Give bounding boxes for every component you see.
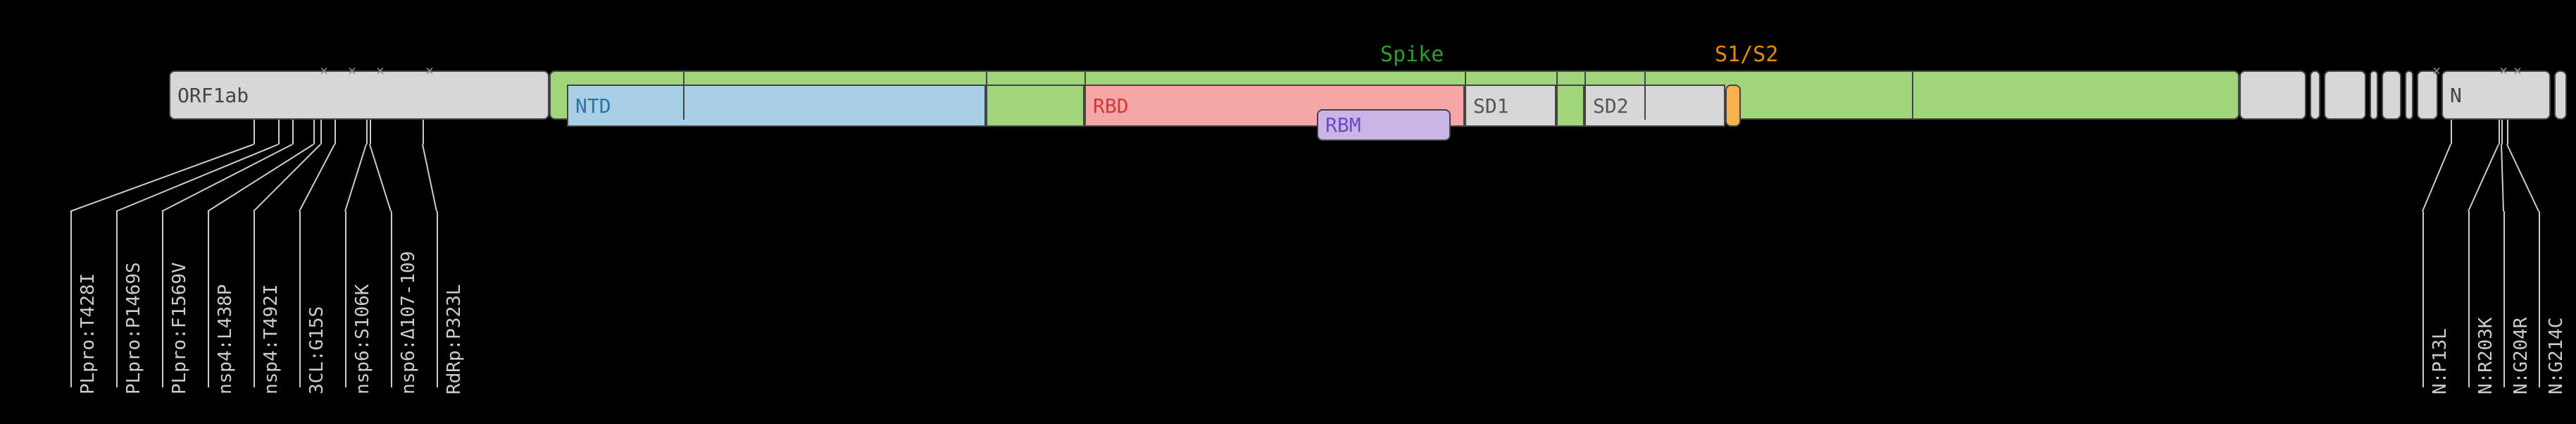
mut-line-v2-m7 <box>345 211 346 387</box>
xmark-5: × <box>2499 62 2508 79</box>
spike-tick-2 <box>1084 70 1086 120</box>
track-orf1ab: ORF1ab <box>169 70 549 120</box>
mut-line-v2-m9 <box>437 211 438 387</box>
spike-tick-0 <box>683 70 684 120</box>
mut-line-v2-m3 <box>162 211 163 387</box>
mut-diag-m9 <box>421 143 438 213</box>
mut-diag-n2 <box>2467 143 2500 213</box>
xmark-3: × <box>425 62 434 79</box>
tail-track-t4 <box>2370 70 2378 120</box>
spike-tick-4 <box>1556 70 1558 120</box>
spike-tick-7 <box>1912 70 1913 120</box>
mut-label-left-m9: RdRp:P323L <box>444 284 465 394</box>
mut-line-v2-n2 <box>2468 211 2470 387</box>
tail-track-t1 <box>2239 70 2306 120</box>
subtrack-gap2 <box>1556 85 1584 127</box>
top-label-spike: Spike <box>1380 42 1444 67</box>
xmark-0: × <box>320 62 328 79</box>
mut-line-v1-m6 <box>334 120 336 144</box>
spike-tick-5 <box>1584 70 1586 120</box>
mut-label-left-m5: nsp4:T492I <box>261 284 282 394</box>
mut-line-v1-n1 <box>2451 120 2452 144</box>
mut-line-v2-n4 <box>2539 211 2540 387</box>
mut-line-v2-m2 <box>116 211 118 387</box>
mut-line-v1-m5 <box>320 120 322 144</box>
tail-track-t6 <box>2405 70 2413 120</box>
subtrack-s1s2 <box>1725 85 1741 127</box>
mut-line-v1-m2 <box>278 120 280 144</box>
xmark-2: × <box>376 62 384 79</box>
mut-line-v1-n4 <box>2507 120 2508 144</box>
mut-label-right-n2: N:R203K <box>2475 317 2496 394</box>
subtrack-sd2: SD2 <box>1584 85 1725 127</box>
mut-line-v1-m8 <box>370 120 371 144</box>
mut-line-v2-m5 <box>254 211 255 387</box>
mut-label-left-m2: PLpro:P1469S <box>123 262 144 394</box>
xmark-4: × <box>2432 62 2441 79</box>
tail-track-t5 <box>2382 70 2401 120</box>
tail-track-t2 <box>2310 70 2320 120</box>
mut-diag-n3 <box>2500 143 2505 213</box>
mut-label-left-m4: nsp4:L438P <box>215 284 236 394</box>
xmark-1: × <box>348 62 356 79</box>
mut-line-v2-m1 <box>70 211 72 387</box>
mut-label-right-n4: N:G214C <box>2546 317 2567 394</box>
xmark-6: × <box>2513 62 2522 79</box>
tail-track-t3 <box>2324 70 2366 120</box>
mut-line-v2-m6 <box>299 211 301 387</box>
mut-label-right-n3: N:G204R <box>2511 317 2532 394</box>
tail-track-n: N <box>2441 70 2551 120</box>
mut-diag-m8 <box>368 143 392 213</box>
mut-diag-m6 <box>298 143 336 213</box>
mut-line-v2-m4 <box>208 211 209 387</box>
mut-line-v1-m9 <box>423 120 424 144</box>
mut-line-v1-m4 <box>313 120 315 144</box>
mut-label-left-m3: PLpro:F1569V <box>169 262 190 394</box>
top-label-s1s2: S1/S2 <box>1715 42 1778 67</box>
mut-diag-n1 <box>2421 143 2452 213</box>
mut-label-left-m7: nsp6:S106K <box>352 284 373 394</box>
mut-label-right-n1: N:P13L <box>2430 328 2451 394</box>
tail-track-t8 <box>2554 70 2567 120</box>
genome-diagram: ORF1abNNTDRBDSD1SD2RBM×××××××SpikeS1/S2P… <box>0 0 2576 424</box>
spike-tick-3 <box>1465 70 1466 120</box>
mut-line-v2-n1 <box>2422 211 2424 387</box>
mut-line-v2-n3 <box>2503 211 2505 387</box>
mut-line-v1-m7 <box>366 120 368 144</box>
mut-line-v1-n3 <box>2501 120 2503 144</box>
subtrack-rbm: RBM <box>1317 109 1451 141</box>
subtrack-sd1: SD1 <box>1465 85 1556 127</box>
mut-line-v2-m8 <box>391 211 392 387</box>
mut-label-left-m6: 3CL:G15S <box>306 306 327 394</box>
mut-line-v1-m3 <box>292 120 294 144</box>
spike-tick-6 <box>1644 70 1646 120</box>
spike-tick-1 <box>986 70 987 120</box>
mut-line-v1-m1 <box>254 120 255 144</box>
mut-diag-m7 <box>344 143 368 213</box>
mut-label-left-m1: PLpro:T428I <box>77 273 99 394</box>
mut-label-left-m8: nsp6:Δ107-109 <box>398 251 419 395</box>
mut-diag-n4 <box>2506 143 2540 213</box>
subtrack-ntd: NTD <box>567 85 986 127</box>
mut-line-v1-n2 <box>2499 120 2500 144</box>
subtrack-gap1 <box>986 85 1084 127</box>
